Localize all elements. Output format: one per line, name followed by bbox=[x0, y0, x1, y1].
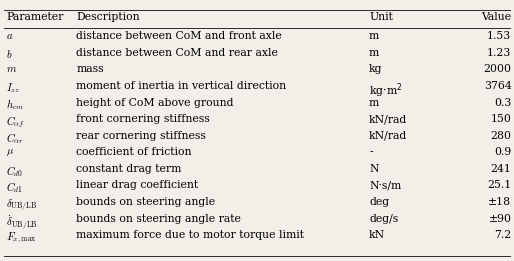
Text: $\mu$: $\mu$ bbox=[6, 147, 14, 158]
Text: kg: kg bbox=[369, 64, 382, 74]
Text: 1.23: 1.23 bbox=[487, 48, 511, 58]
Text: height of CoM above ground: height of CoM above ground bbox=[76, 98, 233, 108]
Text: N: N bbox=[369, 164, 378, 174]
Text: bounds on steering angle: bounds on steering angle bbox=[76, 197, 215, 207]
Text: kN/rad: kN/rad bbox=[369, 131, 407, 141]
Text: bounds on steering angle rate: bounds on steering angle rate bbox=[76, 213, 241, 224]
Text: 7.2: 7.2 bbox=[494, 230, 511, 240]
Text: -: - bbox=[369, 147, 373, 157]
Text: 280: 280 bbox=[490, 131, 511, 141]
Text: 241: 241 bbox=[490, 164, 511, 174]
Text: deg/s: deg/s bbox=[369, 213, 398, 224]
Text: mass: mass bbox=[76, 64, 104, 74]
Text: ±18: ±18 bbox=[488, 197, 511, 207]
Text: kg·m$^{2}$: kg·m$^{2}$ bbox=[369, 81, 402, 100]
Text: $F_{x,{\rm max}}$: $F_{x,{\rm max}}$ bbox=[6, 230, 37, 245]
Text: linear drag coefficient: linear drag coefficient bbox=[76, 181, 198, 191]
Text: 0.3: 0.3 bbox=[494, 98, 511, 108]
Text: constant drag term: constant drag term bbox=[76, 164, 181, 174]
Text: $\dot{\delta}_{\rm UB/LB}$: $\dot{\delta}_{\rm UB/LB}$ bbox=[6, 213, 38, 232]
Text: Value: Value bbox=[481, 12, 511, 22]
Text: kN/rad: kN/rad bbox=[369, 114, 407, 124]
Text: coefficient of friction: coefficient of friction bbox=[76, 147, 192, 157]
Text: m: m bbox=[369, 31, 379, 41]
Text: front cornering stiffness: front cornering stiffness bbox=[76, 114, 210, 124]
Text: 150: 150 bbox=[490, 114, 511, 124]
Text: Unit: Unit bbox=[369, 12, 393, 22]
Text: 1.53: 1.53 bbox=[487, 31, 511, 41]
Text: N·s/m: N·s/m bbox=[369, 181, 401, 191]
Text: Description: Description bbox=[76, 12, 140, 22]
Text: distance between CoM and rear axle: distance between CoM and rear axle bbox=[76, 48, 278, 58]
Text: 25.1: 25.1 bbox=[487, 181, 511, 191]
Text: $a$: $a$ bbox=[6, 31, 13, 41]
Text: $h_{cm}$: $h_{cm}$ bbox=[6, 98, 24, 112]
Text: $m$: $m$ bbox=[6, 64, 17, 74]
Text: kN: kN bbox=[369, 230, 385, 240]
Text: $\delta_{\rm UB/LB}$: $\delta_{\rm UB/LB}$ bbox=[6, 197, 38, 213]
Text: 2000: 2000 bbox=[484, 64, 511, 74]
Text: moment of inertia in vertical direction: moment of inertia in vertical direction bbox=[76, 81, 286, 91]
Text: $C_{\alpha f}$: $C_{\alpha f}$ bbox=[6, 114, 25, 130]
Text: $C_{\alpha r}$: $C_{\alpha r}$ bbox=[6, 131, 24, 146]
Text: $b$: $b$ bbox=[6, 48, 13, 60]
Text: Parameter: Parameter bbox=[6, 12, 64, 22]
Text: distance between CoM and front axle: distance between CoM and front axle bbox=[76, 31, 282, 41]
Text: 3764: 3764 bbox=[484, 81, 511, 91]
Text: deg: deg bbox=[369, 197, 389, 207]
Text: m: m bbox=[369, 98, 379, 108]
Text: rear cornering stiffness: rear cornering stiffness bbox=[76, 131, 206, 141]
Text: $C_{d0}$: $C_{d0}$ bbox=[6, 164, 23, 179]
Text: m: m bbox=[369, 48, 379, 58]
Text: $C_{d1}$: $C_{d1}$ bbox=[6, 181, 23, 195]
Text: ±90: ±90 bbox=[488, 213, 511, 224]
Text: $I_{zz}$: $I_{zz}$ bbox=[6, 81, 20, 95]
Text: maximum force due to motor torque limit: maximum force due to motor torque limit bbox=[76, 230, 304, 240]
Text: 0.9: 0.9 bbox=[494, 147, 511, 157]
